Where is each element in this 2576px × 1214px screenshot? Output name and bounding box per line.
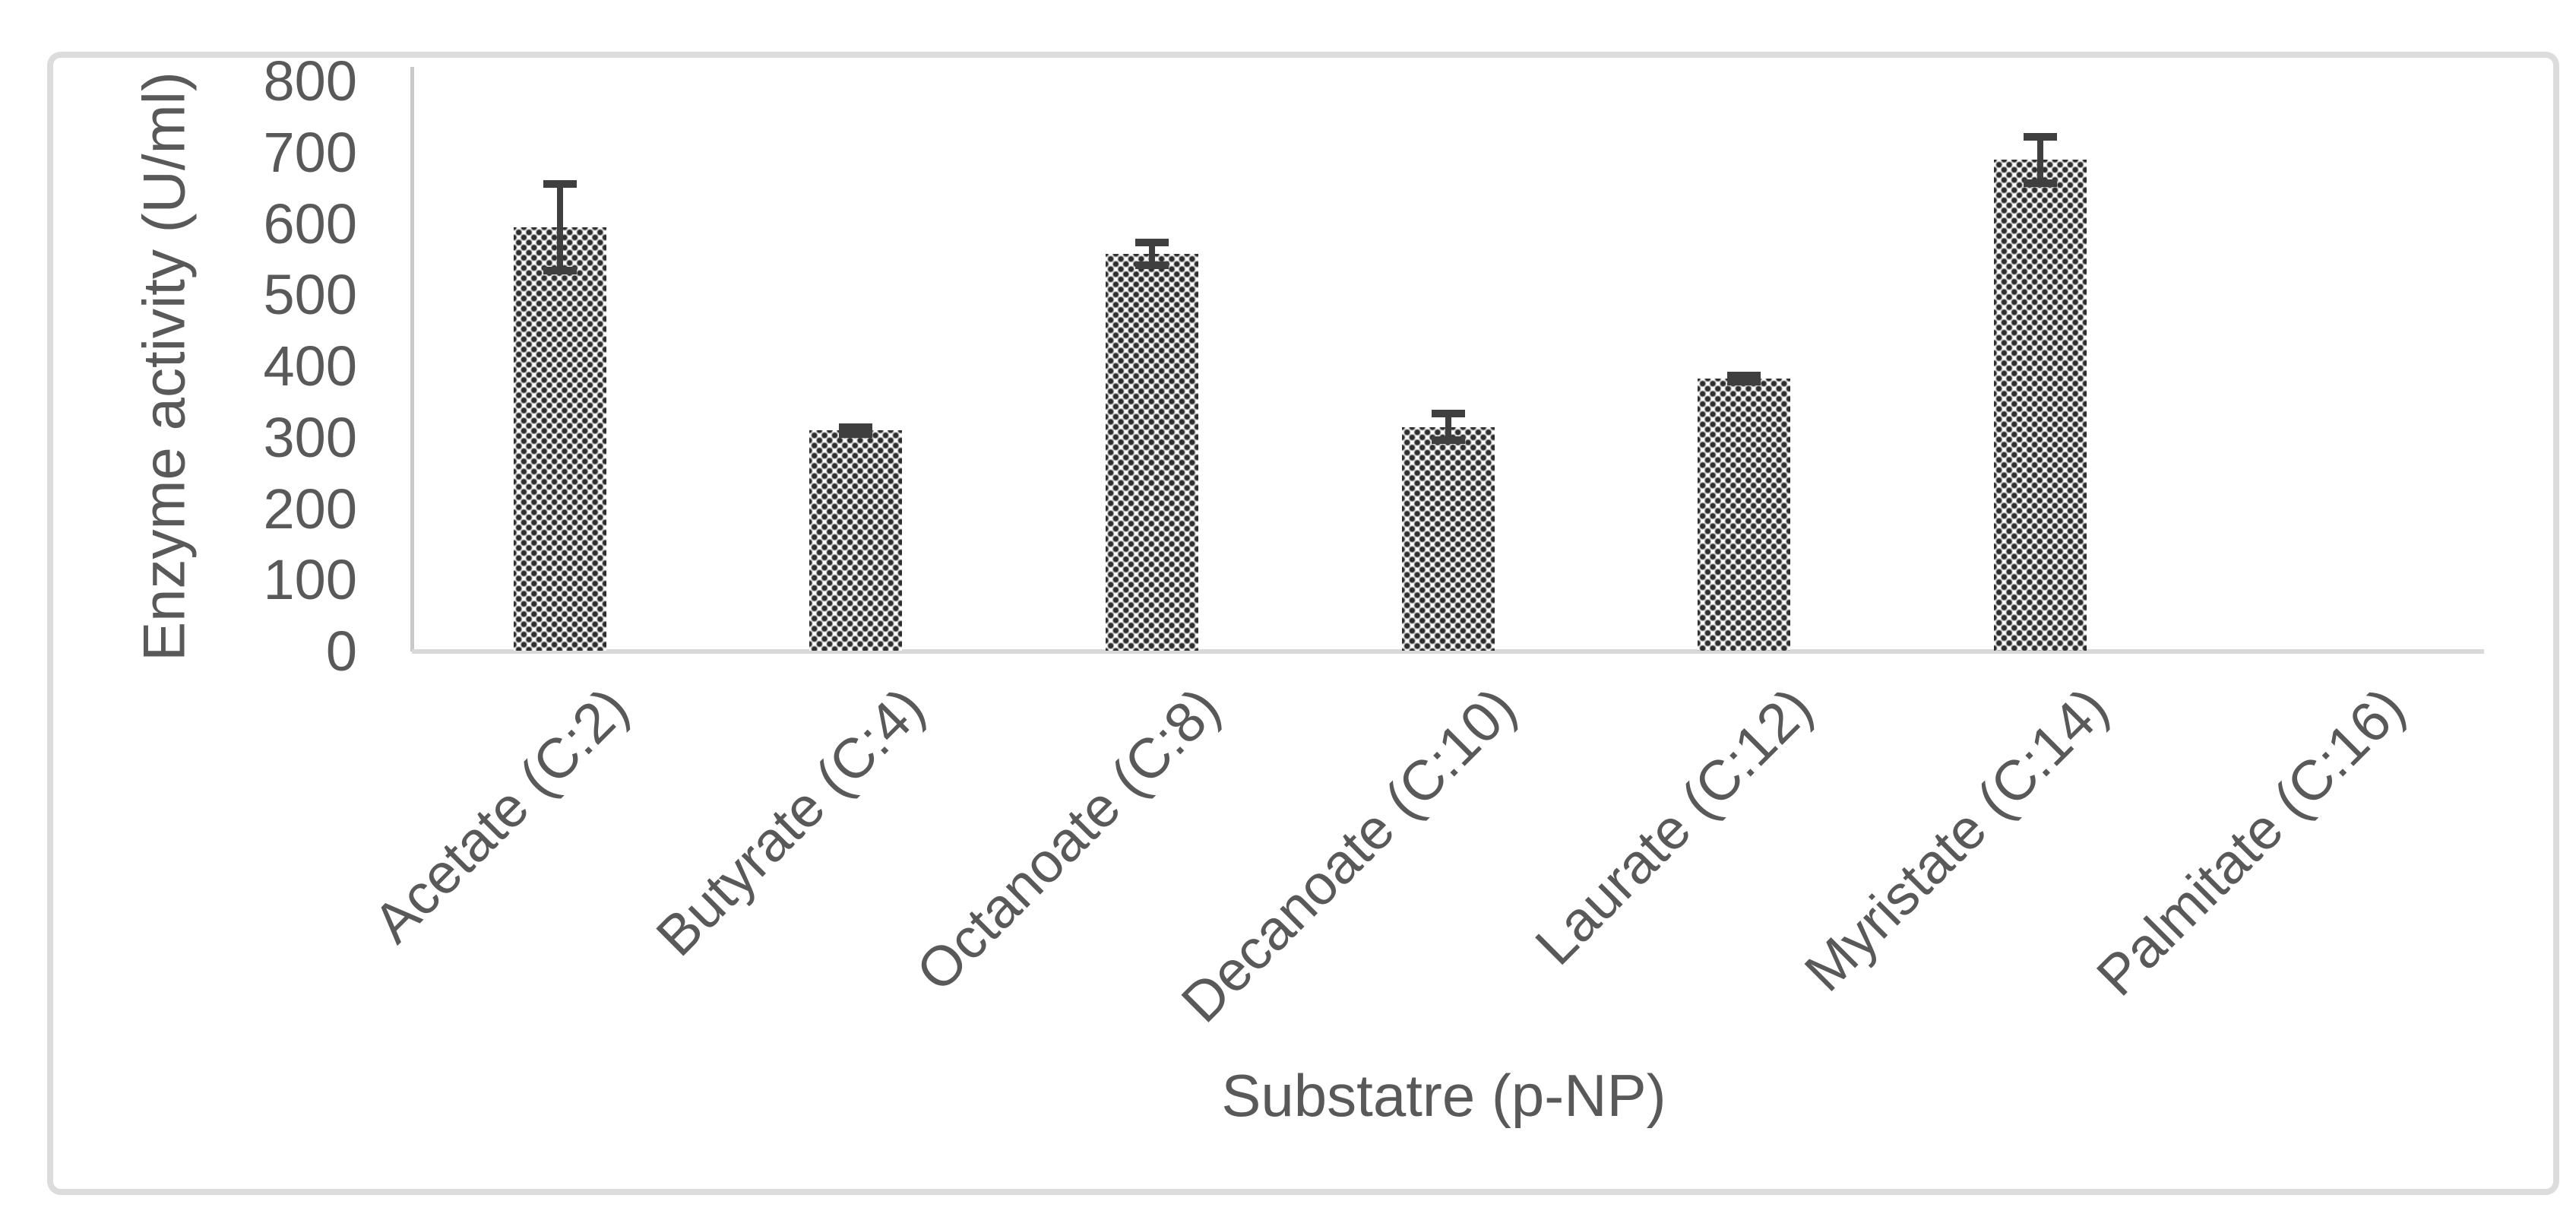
error-bar-cap xyxy=(839,423,873,431)
y-axis-title: Enzyme activity (U/ml) xyxy=(130,71,198,661)
bar xyxy=(1698,378,1791,651)
error-bar-cap xyxy=(543,267,577,275)
y-tick-label: 700 xyxy=(263,120,357,184)
bar xyxy=(513,227,606,651)
y-tick-label: 400 xyxy=(263,334,357,398)
bar xyxy=(1105,253,1198,651)
error-bar-line xyxy=(556,180,563,275)
error-bar-line xyxy=(1445,410,1451,445)
bar xyxy=(809,430,903,651)
error-bar-cap xyxy=(1727,378,1761,386)
chart-frame-border xyxy=(47,52,2559,1195)
y-tick-label: 600 xyxy=(263,192,357,255)
error-bar-cap xyxy=(1431,410,1465,418)
y-axis-line xyxy=(410,67,414,651)
x-axis-line xyxy=(412,649,2484,654)
error-bar-cap xyxy=(2023,179,2057,187)
y-tick-label: 300 xyxy=(263,405,357,469)
error-bar-cap xyxy=(2023,132,2057,141)
y-tick-label: 0 xyxy=(325,620,357,683)
y-tick-label: 800 xyxy=(263,49,357,113)
y-tick-label: 100 xyxy=(263,548,357,612)
error-bar-cap xyxy=(1135,261,1169,269)
y-tick-label: 200 xyxy=(263,477,357,540)
error-bar-line xyxy=(2036,132,2043,187)
error-bar-cap xyxy=(1135,239,1169,247)
y-tick-label: 500 xyxy=(263,263,357,327)
bar xyxy=(1401,426,1495,651)
error-bar-cap xyxy=(839,429,873,438)
error-bar-cap xyxy=(1431,436,1465,445)
bar xyxy=(1993,160,2087,651)
error-bar-cap xyxy=(1727,371,1761,379)
error-bar-line xyxy=(1148,239,1155,269)
x-axis-title: Substatre (p-NP) xyxy=(1221,1062,1666,1129)
error-bar-cap xyxy=(543,180,577,189)
